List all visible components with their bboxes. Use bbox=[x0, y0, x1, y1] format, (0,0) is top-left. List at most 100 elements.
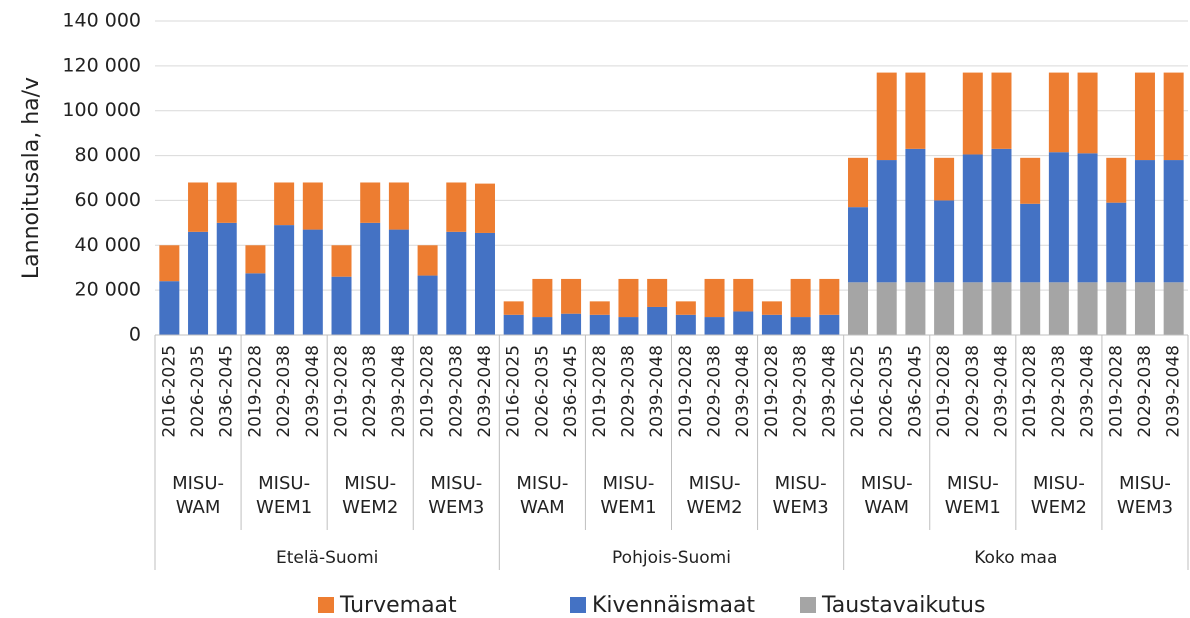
bar-segment bbox=[159, 281, 180, 335]
bar-segment bbox=[1020, 282, 1041, 335]
bar-segment bbox=[1077, 72, 1098, 154]
x-tick-label: 2039-2048 bbox=[991, 345, 1011, 438]
bar-segment bbox=[1048, 152, 1069, 283]
bar-segment bbox=[647, 278, 668, 307]
bar-segment bbox=[876, 72, 897, 161]
x-tick-label: 2016-2025 bbox=[159, 345, 179, 438]
bar-segment bbox=[761, 314, 782, 335]
scenario-label: MISU-WEM2 bbox=[686, 473, 743, 518]
bar-segment bbox=[188, 182, 209, 232]
bar-segment bbox=[876, 160, 897, 283]
bar-segment bbox=[331, 276, 352, 335]
x-tick-label: 2019-2028 bbox=[590, 345, 610, 438]
scenario-label: MISU-WAM bbox=[860, 473, 913, 518]
bar-segment bbox=[819, 314, 840, 335]
x-tick-label: 2029-2038 bbox=[963, 345, 983, 438]
bar-segment bbox=[905, 72, 926, 149]
bar-segment bbox=[245, 245, 266, 274]
x-tick-label: 2026-2035 bbox=[188, 345, 208, 438]
bar-segment bbox=[188, 231, 209, 335]
bar-segment bbox=[302, 229, 323, 335]
bar-segment bbox=[1163, 160, 1184, 283]
bar-segment bbox=[761, 301, 782, 315]
bar-segment bbox=[934, 282, 955, 335]
x-tick-label: 2019-2028 bbox=[676, 345, 696, 438]
bar-segment bbox=[962, 154, 983, 283]
bar-segment bbox=[503, 301, 524, 315]
scenario-label: MISU-WAM bbox=[516, 473, 569, 518]
bar-segment bbox=[331, 245, 352, 277]
scenario-label: MISU-WEM3 bbox=[772, 473, 829, 518]
bar-segment bbox=[905, 282, 926, 335]
bar-segment bbox=[561, 313, 582, 335]
legend-label: Turvemaat bbox=[339, 593, 457, 618]
x-tick-label: 2029-2038 bbox=[360, 345, 380, 438]
x-tick-label: 2026-2035 bbox=[877, 345, 897, 438]
bar-segment bbox=[1163, 282, 1184, 335]
bar-segment bbox=[216, 222, 237, 335]
bar-segment bbox=[962, 72, 983, 155]
bar-segment bbox=[618, 278, 639, 318]
x-tick-label: 2039-2048 bbox=[389, 345, 409, 438]
legend-label: Taustavaikutus bbox=[821, 593, 985, 618]
bar-segment bbox=[876, 282, 897, 335]
legend-label: Kivennäismaat bbox=[592, 593, 755, 618]
bar-segment bbox=[474, 183, 495, 233]
x-tick-label: 2019-2028 bbox=[332, 345, 352, 438]
y-tick-label: 80 000 bbox=[75, 144, 141, 166]
region-label: Pohjois-Suomi bbox=[612, 548, 731, 568]
bar-segment bbox=[503, 314, 524, 335]
y-axis-label: Lannoitusala, ha/v bbox=[19, 77, 44, 279]
bar-segment bbox=[790, 317, 811, 335]
bar-segment bbox=[991, 282, 1012, 335]
x-tick-label: 2036-2045 bbox=[217, 345, 237, 438]
bar-segment bbox=[159, 245, 180, 282]
bar-segment bbox=[1020, 157, 1041, 204]
x-tick-label: 2029-2038 bbox=[705, 345, 725, 438]
bar-segment bbox=[561, 278, 582, 314]
x-tick-label: 2029-2038 bbox=[618, 345, 638, 438]
bar-segment bbox=[790, 278, 811, 318]
bar-segment bbox=[733, 278, 754, 312]
bar-segment bbox=[1106, 282, 1127, 335]
x-tick-label: 2039-2048 bbox=[1078, 345, 1098, 438]
bar-segment bbox=[1077, 282, 1098, 335]
y-tick-label: 100 000 bbox=[62, 99, 141, 121]
bar-segment bbox=[704, 317, 725, 335]
bar-segment bbox=[1134, 282, 1155, 335]
x-tick-label: 2029-2038 bbox=[446, 345, 466, 438]
bar-segment bbox=[905, 148, 926, 283]
scenario-label: MISU-WEM1 bbox=[944, 473, 1001, 518]
x-tick-label: 2039-2048 bbox=[1164, 345, 1184, 438]
scenario-label: MISU-WAM bbox=[172, 473, 224, 518]
x-tick-label: 2039-2048 bbox=[475, 345, 495, 438]
bar-segment bbox=[360, 182, 381, 223]
bar-segment bbox=[962, 282, 983, 335]
bar-segment bbox=[647, 306, 668, 335]
bar-segment bbox=[532, 278, 553, 318]
bar-segment bbox=[848, 207, 869, 283]
legend-swatch bbox=[318, 597, 334, 613]
bar-segment bbox=[618, 317, 639, 335]
bar-segment bbox=[675, 301, 696, 315]
legend-swatch bbox=[570, 597, 586, 613]
y-tick-label: 40 000 bbox=[75, 234, 141, 256]
bar-segment bbox=[1163, 72, 1184, 161]
bar-segment bbox=[532, 317, 553, 335]
y-tick-label: 60 000 bbox=[75, 189, 141, 211]
x-tick-label: 2029-2038 bbox=[274, 345, 294, 438]
bar-segment bbox=[704, 278, 725, 318]
x-tick-label: 2039-2048 bbox=[819, 345, 839, 438]
x-tick-label: 2039-2048 bbox=[733, 345, 753, 438]
bar-segment bbox=[934, 157, 955, 201]
y-tick-label: 140 000 bbox=[62, 10, 141, 32]
bar-segment bbox=[446, 182, 467, 232]
y-tick-label: 120 000 bbox=[62, 54, 141, 76]
region-label: Etelä-Suomi bbox=[276, 548, 378, 568]
bar-segment bbox=[216, 182, 237, 223]
bar-segment bbox=[1048, 282, 1069, 335]
bar-segment bbox=[1134, 72, 1155, 161]
bar-segment bbox=[388, 229, 409, 335]
y-tick-label: 0 bbox=[129, 324, 141, 346]
scenario-label: MISU-WEM2 bbox=[342, 473, 399, 518]
